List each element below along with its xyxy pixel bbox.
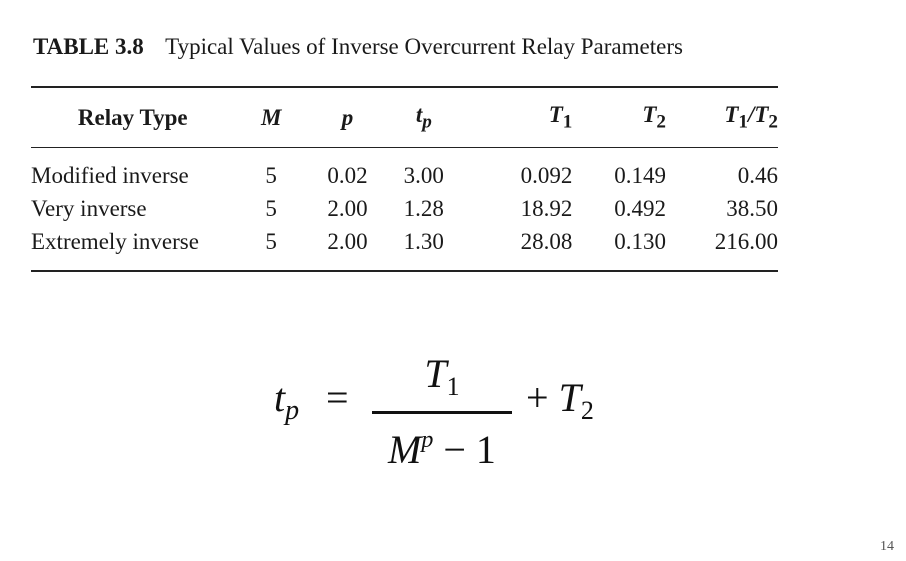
table-caption-label: TABLE 3.8 (33, 34, 144, 59)
table-caption-title: Typical Values of Inverse Overcurrent Re… (165, 34, 683, 59)
table-row: Extremely inverse 5 2.00 1.30 28.08 0.13… (31, 225, 778, 258)
header-m: M (260, 104, 282, 130)
formula-equals: = (326, 375, 349, 420)
table-bottom-rule (31, 270, 778, 272)
cell-m: 5 (265, 228, 277, 254)
cell-relay-type: Extremely inverse (31, 228, 199, 254)
formula-fraction-bar (372, 411, 512, 414)
formula-fraction: T1 Mp − 1 (372, 352, 512, 472)
cell-tp: 1.30 (403, 228, 444, 254)
header-relay-type: Relay Type (77, 104, 188, 130)
table-header-rule (31, 147, 778, 148)
cell-t1: 0.092 (520, 162, 573, 188)
cell-m: 5 (265, 195, 277, 221)
cell-ratio: 216.00 (714, 228, 778, 254)
page-number: 14 (880, 539, 894, 554)
table-row: Modified inverse 5 0.02 3.00 0.092 0.149… (31, 147, 778, 192)
cell-p: 2.00 (327, 195, 368, 221)
header-t1: T1 (548, 101, 573, 133)
formula-numerator: T1 (424, 351, 460, 402)
relay-parameters-table: Relay Type M p tp T1 T2 T1/T2 Modified i… (31, 88, 778, 258)
formula-lhs: tp (274, 375, 300, 426)
cell-relay-type: Modified inverse (31, 162, 189, 188)
cell-p: 0.02 (327, 162, 368, 188)
header-tp: tp (415, 101, 432, 133)
cell-m: 5 (265, 162, 277, 188)
table-top-rule (31, 86, 778, 88)
table-header-row: Relay Type M p tp T1 T2 T1/T2 (31, 88, 778, 147)
cell-t1: 28.08 (520, 228, 573, 254)
cell-tp: 3.00 (403, 162, 444, 188)
cell-ratio: 38.50 (726, 195, 778, 221)
cell-p: 2.00 (327, 228, 368, 254)
formula-rhs: + T2 (526, 375, 594, 425)
cell-t2: 0.492 (614, 195, 666, 221)
cell-relay-type: Very inverse (31, 195, 147, 221)
cell-tp: 1.28 (403, 195, 444, 221)
cell-t2: 0.130 (614, 228, 666, 254)
cell-t2: 0.149 (614, 162, 666, 188)
table-row: Very inverse 5 2.00 1.28 18.92 0.492 38.… (31, 192, 778, 225)
cell-t1: 18.92 (520, 195, 573, 221)
cell-ratio: 0.46 (737, 162, 778, 188)
header-t2: T2 (642, 101, 666, 133)
formula-denominator: Mp − 1 (388, 427, 496, 472)
header-t1-t2-ratio: T1/T2 (724, 101, 778, 133)
header-p: p (341, 104, 354, 130)
table-caption: TABLE 3.8 Typical Values of Inverse Over… (33, 34, 683, 60)
